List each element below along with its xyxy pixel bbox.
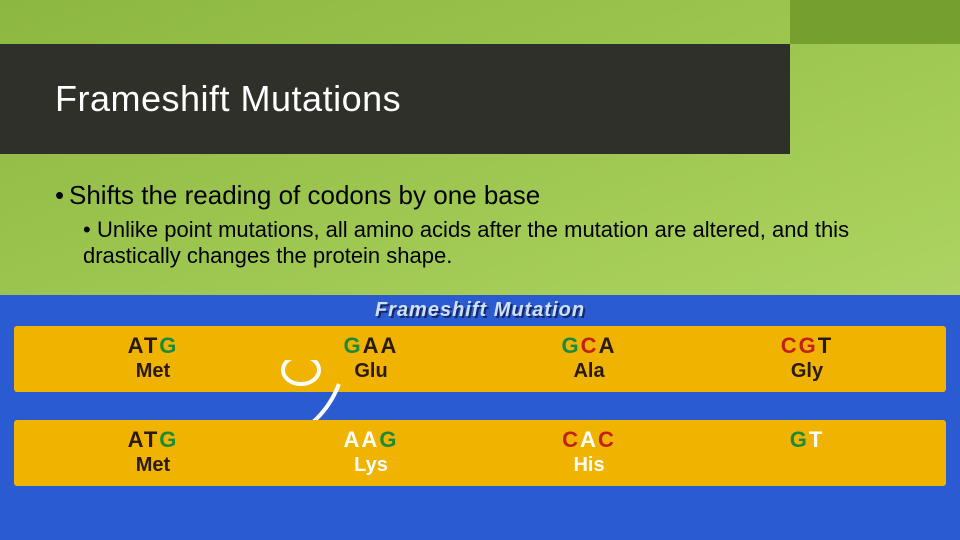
codon-amino-acid: Ala: [480, 361, 698, 382]
strip-gap: [14, 392, 946, 420]
codon-sequence: GAA: [262, 334, 480, 357]
bullet-main-text: Shifts the reading of codons by one base: [69, 180, 540, 210]
codon-row-after: ATG MetAAG LysCAC HisGT: [44, 428, 916, 476]
codon: CAC His: [480, 428, 698, 476]
codon-amino-acid: Lys: [262, 455, 480, 476]
bullet-sub: •Unlike point mutations, all amino acids…: [83, 217, 920, 270]
codon-sequence: GCA: [480, 334, 698, 357]
codon: GT: [698, 428, 916, 476]
codon-sequence: ATG: [44, 334, 262, 357]
codon: CGT Gly: [698, 334, 916, 382]
codon-amino-acid: Gly: [698, 361, 916, 382]
codon: GAA Glu: [262, 334, 480, 382]
bullet-list: •Shifts the reading of codons by one bas…: [55, 180, 920, 270]
codon-sequence: GT: [698, 428, 916, 451]
diagram-title: Frameshift Mutation: [14, 299, 946, 322]
codon-row-before: ATG MetGAA GluGCA AlaCGT Gly: [44, 334, 916, 382]
bullet-main: •Shifts the reading of codons by one bas…: [55, 180, 920, 211]
slide-title: Frameshift Mutations: [55, 78, 401, 120]
codon: ATG Met: [44, 428, 262, 476]
sequence-after: ATG MetAAG LysCAC HisGT: [14, 420, 946, 486]
codon: AAG Lys: [262, 428, 480, 476]
bullet-sub-text: Unlike point mutations, all amino acids …: [83, 217, 849, 268]
corner-accent: [790, 0, 960, 44]
sequence-before: ATG MetGAA GluGCA AlaCGT Gly: [14, 326, 946, 392]
frameshift-diagram: Frameshift Mutation ATGMetGAAGluGCAAlaCG…: [0, 295, 960, 540]
codon: GCA Ala: [480, 334, 698, 382]
codon-sequence: CAC: [480, 428, 698, 451]
codon-amino-acid: Glu: [262, 361, 480, 382]
title-bar: Frameshift Mutations: [0, 44, 790, 154]
codon-sequence: AAG: [262, 428, 480, 451]
codon-sequence: CGT: [698, 334, 916, 357]
codon: ATG Met: [44, 334, 262, 382]
codon-amino-acid: [698, 455, 916, 476]
slide: Frameshift Mutations •Shifts the reading…: [0, 0, 960, 540]
codon-amino-acid: Met: [44, 361, 262, 382]
codon-sequence: ATG: [44, 428, 262, 451]
codon-amino-acid: His: [480, 455, 698, 476]
codon-amino-acid: Met: [44, 455, 262, 476]
